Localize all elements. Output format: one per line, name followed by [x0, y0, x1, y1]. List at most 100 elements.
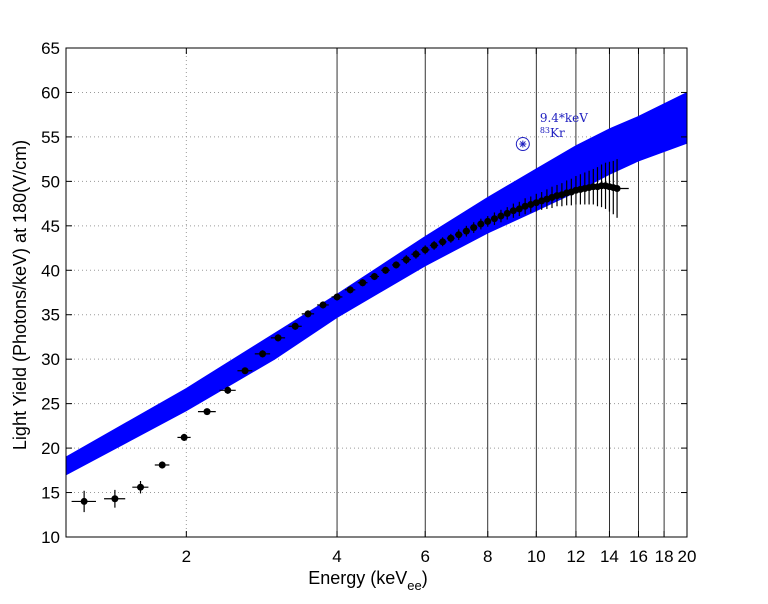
kr-label-isotope: 83Kr — [540, 126, 565, 140]
kr-label-element: Kr — [550, 126, 565, 140]
data-point — [270, 334, 286, 342]
data-point-marker — [111, 495, 119, 503]
kr-point-star — [519, 141, 526, 147]
data-point-marker — [477, 220, 485, 228]
data-point — [219, 386, 236, 394]
data-point-marker — [484, 217, 492, 225]
data-point — [509, 203, 517, 218]
data-point — [154, 461, 170, 469]
x-tick-label: 10 — [527, 547, 546, 566]
data-point — [454, 229, 463, 241]
data-point — [345, 286, 356, 294]
data-point-marker — [515, 205, 523, 213]
y-tick-labels: 10 15 20 25 30 35 40 45 50 55 60 65 — [41, 39, 60, 547]
data-point-marker — [224, 386, 232, 394]
data-point — [420, 245, 430, 255]
kr-label-energy: 9.4*keV — [540, 111, 588, 125]
data-point-marker — [180, 433, 188, 441]
x-axis-label-main: Energy (keV — [308, 568, 407, 588]
data-point — [503, 207, 511, 220]
data-point — [477, 218, 485, 230]
data-point-marker — [509, 207, 517, 215]
data-point-marker — [490, 215, 498, 223]
data-point — [446, 233, 455, 243]
data-point-marker — [613, 184, 621, 192]
data-point — [429, 240, 439, 250]
plot-frame — [65, 47, 688, 538]
data-point — [331, 293, 343, 301]
data-point-marker — [80, 497, 88, 505]
data-point — [470, 222, 478, 233]
data-points — [71, 159, 629, 513]
x-axis-label: Energy (keVee) — [308, 568, 428, 593]
x-axis-label-close: ) — [422, 568, 428, 588]
y-tick-label: 45 — [41, 217, 60, 236]
y-tick-label: 55 — [41, 128, 60, 147]
data-point — [576, 174, 584, 205]
x-tick-label: 6 — [420, 547, 429, 566]
data-point-marker — [439, 238, 447, 246]
data-point-marker — [304, 310, 312, 318]
data-point-marker — [319, 301, 327, 309]
data-point-marker — [532, 199, 540, 207]
x-tick-label: 12 — [566, 547, 585, 566]
y-tick-label: 20 — [41, 439, 60, 458]
data-point-marker — [370, 272, 378, 280]
data-point — [177, 433, 191, 441]
data-point — [197, 408, 216, 416]
x-tick-label: 4 — [332, 547, 341, 566]
data-point-marker — [447, 234, 455, 242]
data-point — [438, 237, 447, 247]
data-point — [369, 272, 379, 281]
data-point-marker — [158, 461, 166, 469]
data-point-marker — [521, 202, 529, 210]
data-point-marker — [402, 256, 410, 264]
data-point-marker — [346, 286, 354, 294]
x-tick-label: 14 — [600, 547, 619, 566]
data-point-marker — [259, 350, 267, 358]
data-point — [497, 209, 505, 223]
data-point — [104, 489, 126, 508]
data-point-marker — [137, 483, 145, 491]
y-tick-label: 50 — [41, 172, 60, 191]
y-tick-label: 35 — [41, 306, 60, 325]
y-tick-label: 30 — [41, 350, 60, 369]
x-tick-label: 18 — [655, 547, 674, 566]
data-point-marker — [412, 250, 420, 258]
y-axis-label: Light Yield (Photons/keV) at 180(V/cm) — [10, 140, 30, 450]
data-point-marker — [392, 261, 400, 269]
data-point — [515, 201, 523, 217]
kr-point-circle — [515, 137, 530, 152]
data-point-marker — [430, 241, 438, 249]
data-point-marker — [359, 279, 367, 287]
data-point-marker — [421, 246, 429, 254]
data-point — [401, 255, 411, 265]
data-point-marker — [527, 200, 535, 208]
data-point — [484, 216, 492, 227]
data-point — [301, 310, 315, 318]
data-point-marker — [462, 227, 470, 235]
data-point — [254, 350, 271, 358]
x-tick-label: 16 — [629, 547, 648, 566]
y-tick-label: 25 — [41, 395, 60, 414]
data-point — [391, 261, 401, 269]
kr-label-mass-number: 83 — [540, 126, 550, 135]
data-point — [604, 159, 629, 218]
data-point-marker — [470, 224, 478, 232]
data-point — [532, 193, 540, 212]
y-tick-label: 60 — [41, 83, 60, 102]
data-point — [490, 212, 498, 225]
data-point-marker — [503, 209, 511, 217]
y-tick-label: 15 — [41, 484, 60, 503]
data-point-marker — [497, 212, 505, 220]
data-point-marker — [274, 334, 282, 342]
data-point — [462, 225, 470, 237]
data-point — [317, 301, 329, 309]
data-point — [357, 279, 368, 287]
kr-calibration-point — [515, 137, 530, 152]
data-point — [132, 480, 149, 494]
data-point — [237, 367, 253, 375]
data-point-marker — [382, 266, 390, 274]
